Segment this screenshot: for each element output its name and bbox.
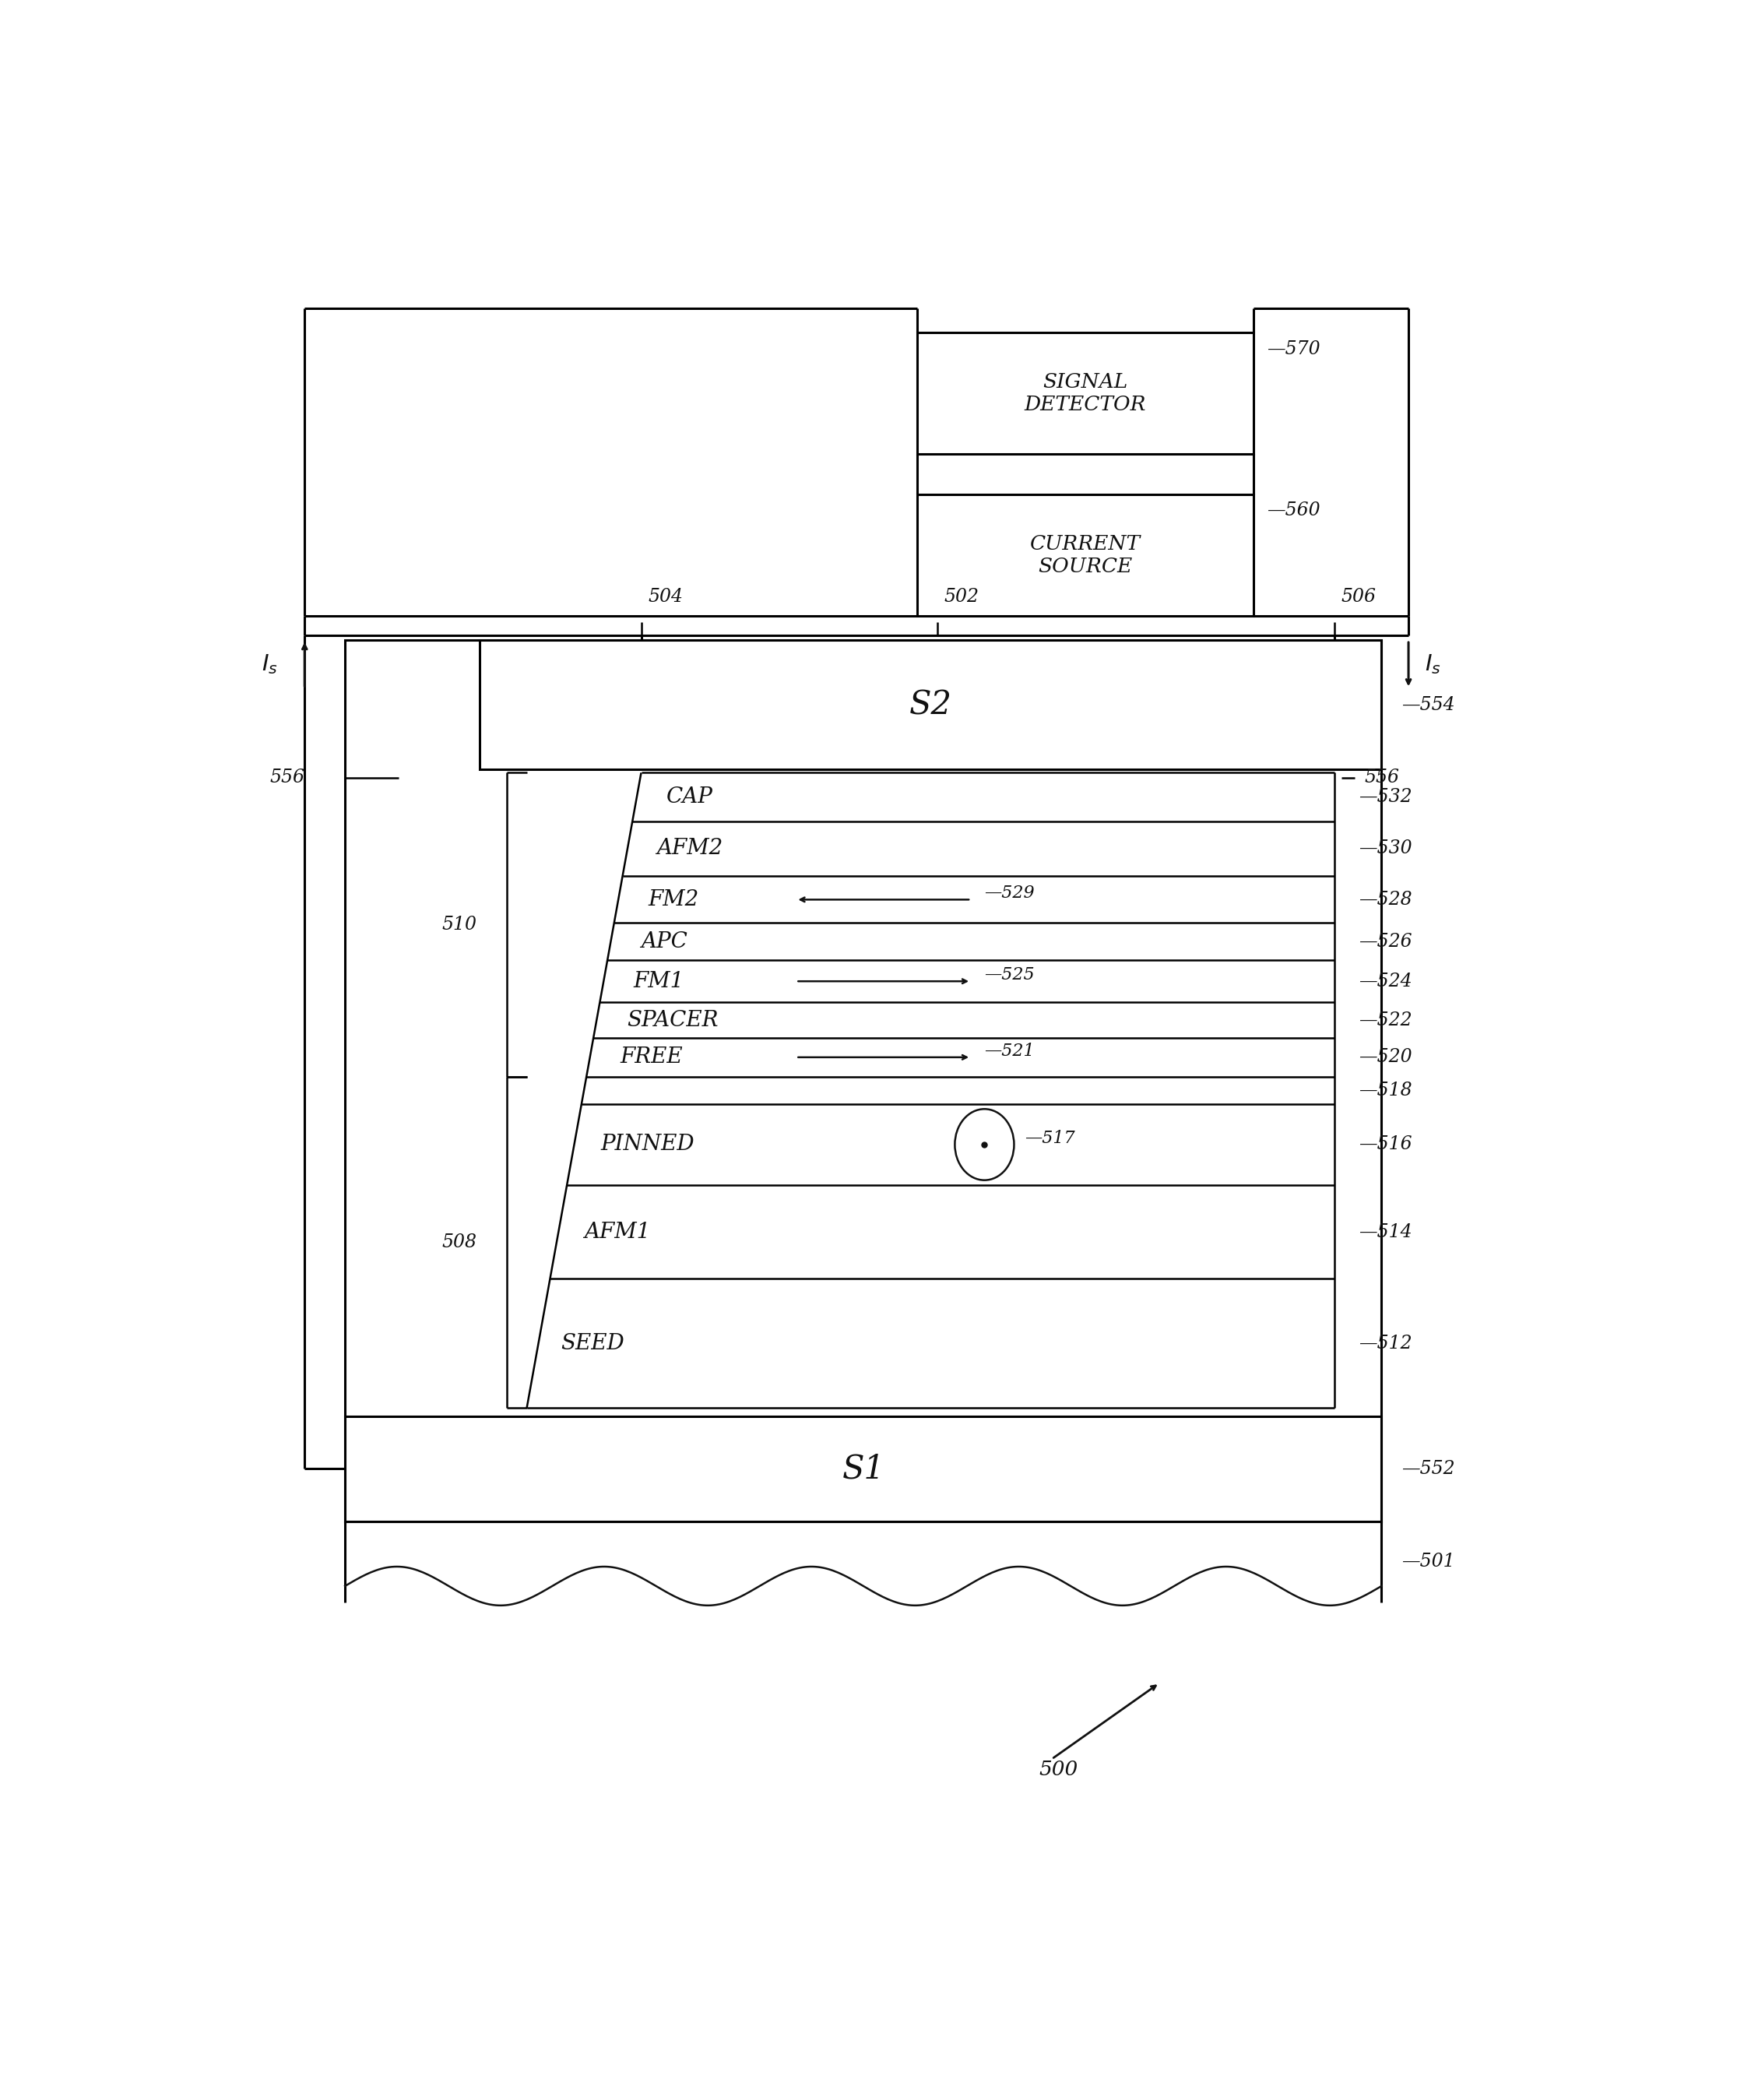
Text: —526: —526 bbox=[1358, 932, 1412, 951]
Text: —524: —524 bbox=[1358, 972, 1412, 991]
Text: 504: 504 bbox=[648, 588, 683, 607]
Text: —525: —525 bbox=[985, 966, 1035, 983]
Text: 510: 510 bbox=[441, 916, 478, 934]
Text: —532: —532 bbox=[1358, 788, 1412, 806]
Text: —570: —570 bbox=[1268, 340, 1320, 357]
Bar bbox=[479, 640, 1381, 769]
Text: APC: APC bbox=[641, 930, 688, 951]
Text: S2: S2 bbox=[908, 689, 952, 720]
Text: SIGNAL
DETECTOR: SIGNAL DETECTOR bbox=[1025, 372, 1146, 414]
Text: —522: —522 bbox=[1358, 1010, 1412, 1029]
Bar bbox=[346, 1415, 1381, 1520]
Text: S1: S1 bbox=[842, 1453, 884, 1485]
Text: FM2: FM2 bbox=[648, 888, 698, 909]
Text: $I_s$: $I_s$ bbox=[262, 653, 278, 676]
Text: AFM1: AFM1 bbox=[584, 1222, 650, 1243]
Text: CURRENT
SOURCE: CURRENT SOURCE bbox=[1030, 533, 1141, 575]
Text: —518: —518 bbox=[1358, 1081, 1412, 1100]
Text: —520: —520 bbox=[1358, 1048, 1412, 1067]
Text: 556: 556 bbox=[269, 769, 304, 788]
Text: —516: —516 bbox=[1358, 1136, 1412, 1153]
Text: FREE: FREE bbox=[620, 1046, 683, 1067]
Bar bbox=[917, 496, 1254, 615]
Text: —512: —512 bbox=[1358, 1334, 1412, 1352]
Text: $I_s$: $I_s$ bbox=[1424, 653, 1440, 676]
Text: 500: 500 bbox=[1039, 1760, 1079, 1779]
Text: —521: —521 bbox=[985, 1042, 1035, 1058]
Text: 556: 556 bbox=[1364, 769, 1398, 788]
Text: —554: —554 bbox=[1402, 695, 1456, 714]
Text: —552: —552 bbox=[1402, 1459, 1456, 1478]
Text: SEED: SEED bbox=[561, 1334, 624, 1354]
Text: —528: —528 bbox=[1358, 890, 1412, 909]
Text: CAP: CAP bbox=[665, 785, 712, 806]
Text: 506: 506 bbox=[1341, 588, 1376, 607]
Text: —501: —501 bbox=[1402, 1552, 1456, 1571]
Text: PINNED: PINNED bbox=[601, 1134, 695, 1155]
Text: FM1: FM1 bbox=[634, 970, 684, 991]
Text: —529: —529 bbox=[985, 884, 1035, 901]
Text: —517: —517 bbox=[1025, 1130, 1075, 1147]
Bar bbox=[346, 640, 1381, 1520]
Text: AFM2: AFM2 bbox=[657, 838, 723, 859]
Text: SPACER: SPACER bbox=[627, 1010, 719, 1031]
Text: —560: —560 bbox=[1268, 502, 1320, 519]
Text: —530: —530 bbox=[1358, 840, 1412, 857]
Bar bbox=[917, 334, 1254, 454]
Text: 508: 508 bbox=[441, 1233, 478, 1252]
Text: —514: —514 bbox=[1358, 1222, 1412, 1241]
Text: 502: 502 bbox=[945, 588, 980, 607]
